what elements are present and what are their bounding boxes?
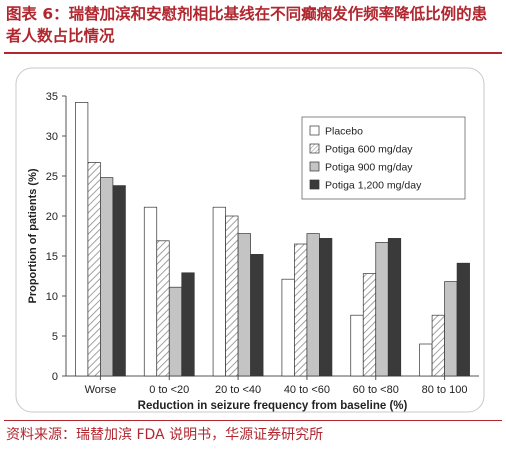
legend-swatch	[309, 125, 320, 136]
legend-swatch	[309, 161, 320, 172]
bar-potiga-600-mg-day	[431, 314, 445, 377]
y-tick-label: 35	[46, 91, 58, 103]
bar-potiga-1-200-mg-day	[250, 254, 264, 377]
x-tick-label: 0 to <20	[149, 384, 189, 396]
bar-placebo	[350, 314, 364, 377]
bar-placebo	[419, 343, 433, 377]
x-axis-title: Reduction in seizure frequency from base…	[138, 400, 408, 412]
source-note: 资料来源：瑞替加滨 FDA 说明书，华源证券研究所	[6, 427, 324, 443]
bar-placebo	[212, 206, 226, 377]
bar-potiga-600-mg-day	[362, 273, 377, 377]
bar-potiga-1-200-mg-day	[387, 238, 402, 377]
legend-label: Potiga 900 mg/day	[325, 162, 413, 174]
bar-potiga-900-mg-day	[100, 177, 114, 377]
y-tick-label: 25	[46, 171, 58, 183]
bar-potiga-900-mg-day	[237, 233, 251, 377]
bar-potiga-1-200-mg-day	[456, 262, 470, 377]
y-tick-label: 20	[46, 211, 58, 223]
y-axis-title: Proportion of patients (%)	[27, 168, 39, 303]
y-tick-label: 30	[46, 131, 58, 143]
bar-chart: 0 5 10 15 20 25 30 35 Proportion of patients (%)…	[15, 67, 485, 413]
bar-potiga-1-200-mg-day	[181, 272, 195, 377]
chart-frame: 0 5 10 15 20 25 30 35 Proportion of patients (%)…	[4, 56, 502, 416]
x-tick-label: Worse	[85, 384, 117, 396]
bar-potiga-600-mg-day	[225, 215, 239, 377]
bar-potiga-900-mg-day	[375, 242, 389, 377]
y-tick-label: 0	[52, 371, 58, 383]
legend-label: Placebo	[325, 126, 363, 138]
figure-title: 图表 6：瑞替加滨和安慰剂相比基线在不同癫痫发作频率降低比例的患者人数占比情况	[6, 5, 488, 45]
source-divider	[4, 420, 502, 421]
x-tick-label: 40 to <60	[284, 384, 330, 396]
bar-potiga-900-mg-day	[168, 286, 183, 377]
bar-potiga-600-mg-day	[156, 240, 170, 377]
y-tick-label: 5	[52, 331, 58, 343]
bar-potiga-1-200-mg-day	[319, 238, 333, 377]
y-tick-label: 10	[46, 291, 58, 303]
bar-potiga-1-200-mg-day	[112, 185, 126, 377]
legend-swatch	[309, 143, 320, 154]
legend-label: Potiga 600 mg/day	[325, 144, 413, 156]
bar-potiga-900-mg-day	[444, 281, 458, 377]
legend-label: Potiga 1,200 mg/day	[325, 180, 422, 192]
legend-box	[301, 116, 466, 200]
x-tick-label: 60 to <80	[353, 384, 399, 396]
x-tick-label: 80 to 100	[422, 384, 468, 396]
y-tick-label: 15	[46, 251, 58, 263]
bar-potiga-600-mg-day	[87, 162, 101, 377]
title-divider	[4, 52, 502, 54]
bar-placebo	[75, 102, 89, 377]
bar-placebo	[281, 278, 295, 377]
legend-swatch	[309, 179, 320, 190]
bar-potiga-600-mg-day	[294, 243, 308, 377]
x-tick-label: 20 to <40	[215, 384, 261, 396]
bar-potiga-900-mg-day	[306, 233, 320, 377]
bar-placebo	[143, 206, 158, 377]
